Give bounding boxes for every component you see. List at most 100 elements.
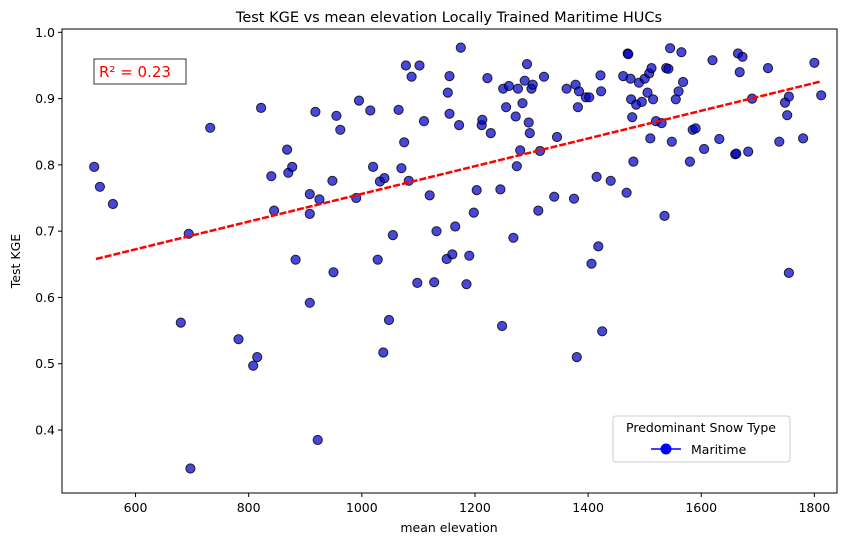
data-point — [586, 258, 597, 269]
data-point — [517, 98, 528, 109]
data-point — [256, 102, 267, 114]
data-point — [468, 207, 479, 218]
y-tick-label: 0.9 — [35, 91, 55, 106]
data-point — [372, 254, 383, 265]
legend-title: Predominant Snow Type — [626, 420, 776, 435]
data-point — [454, 120, 465, 131]
data-point — [205, 122, 216, 133]
data-point — [628, 156, 639, 167]
data-point — [387, 230, 398, 241]
data-point — [335, 124, 346, 135]
data-point — [762, 63, 774, 74]
data-point — [809, 57, 820, 68]
data-point — [477, 114, 488, 125]
r-squared-annotation: R² = 0.23 — [93, 58, 187, 85]
data-point — [444, 71, 455, 82]
data-point — [623, 49, 634, 60]
data-point — [501, 102, 512, 113]
data-point — [676, 47, 687, 58]
data-point — [524, 128, 535, 139]
data-point — [252, 352, 263, 363]
data-point — [646, 63, 657, 74]
data-point — [328, 267, 339, 278]
data-point — [743, 146, 754, 157]
data-point — [707, 55, 718, 66]
data-point — [512, 83, 524, 94]
data-point — [383, 314, 395, 326]
data-point — [533, 205, 544, 216]
data-point — [461, 279, 472, 290]
data-point — [442, 87, 453, 98]
data-point — [399, 137, 410, 148]
data-point — [266, 171, 277, 182]
data-point — [519, 75, 530, 86]
data-point — [447, 249, 458, 260]
data-point — [378, 347, 389, 358]
y-tick-label: 0.7 — [35, 224, 55, 239]
y-axis-label: Test KGE — [8, 234, 23, 289]
data-point — [89, 161, 100, 172]
data-point — [314, 194, 325, 205]
annotation-box — [93, 58, 187, 85]
data-point — [584, 92, 595, 103]
data-point — [774, 136, 785, 147]
data-point — [503, 80, 514, 92]
data-point — [396, 163, 407, 174]
data-point — [497, 320, 508, 332]
y-tick-label: 0.6 — [35, 290, 55, 305]
data-point — [521, 59, 533, 70]
legend-marker — [660, 443, 672, 455]
data-point — [714, 133, 725, 145]
data-point — [597, 326, 608, 337]
data-point — [782, 110, 793, 121]
data-point — [471, 185, 482, 196]
data-point — [642, 87, 653, 98]
legend-label: Maritime — [691, 442, 747, 457]
x-tick-label: 1200 — [459, 500, 491, 515]
data-point — [418, 116, 430, 127]
data-point — [731, 148, 742, 159]
y-tick-label: 1.0 — [35, 25, 55, 40]
data-point — [636, 96, 647, 108]
data-point — [551, 131, 563, 143]
data-point — [327, 175, 338, 186]
data-point — [400, 60, 411, 71]
data-point — [605, 175, 616, 186]
data-point — [331, 110, 342, 121]
data-point — [431, 226, 442, 237]
data-point — [538, 71, 550, 82]
data-point — [107, 198, 119, 210]
legend: Predominant Snow Type Maritime — [612, 415, 791, 463]
data-point — [523, 117, 534, 128]
data-point — [678, 76, 689, 88]
data-point — [527, 79, 538, 90]
data-point — [572, 102, 584, 113]
data-point — [591, 171, 602, 182]
data-points — [89, 42, 827, 474]
data-point — [290, 254, 301, 265]
data-point — [414, 60, 425, 71]
x-tick-label: 1000 — [346, 500, 378, 515]
data-point — [666, 136, 677, 147]
data-point — [515, 145, 526, 156]
data-point — [625, 73, 636, 84]
data-point — [571, 352, 582, 363]
data-point — [573, 86, 585, 97]
x-tick-label: 1400 — [572, 500, 604, 515]
data-point — [393, 104, 404, 116]
data-point — [304, 189, 315, 200]
data-point — [510, 111, 521, 122]
data-point — [365, 105, 376, 116]
data-point — [659, 210, 670, 221]
data-point — [485, 128, 496, 139]
data-point — [549, 191, 560, 202]
data-point — [185, 463, 196, 474]
data-point — [424, 190, 435, 201]
data-point — [379, 173, 390, 184]
x-tick-label: 1600 — [685, 500, 717, 515]
data-point — [353, 95, 365, 106]
data-point — [627, 112, 638, 123]
data-point — [444, 108, 455, 119]
data-point — [429, 277, 440, 288]
data-point — [368, 161, 379, 172]
